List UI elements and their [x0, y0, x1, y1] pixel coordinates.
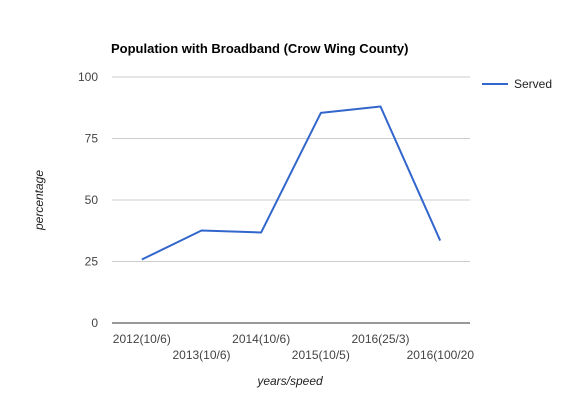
x-axis-label: years/speed — [256, 374, 323, 388]
data-point[interactable] — [139, 257, 144, 262]
y-tick-label: 100 — [78, 70, 98, 84]
y-tick-label: 75 — [85, 132, 99, 146]
data-point[interactable] — [438, 238, 443, 243]
y-tick-label: 50 — [85, 193, 99, 207]
series-line-served[interactable] — [141, 105, 442, 261]
legend-label: Served — [514, 77, 552, 91]
legend[interactable]: Served — [482, 77, 552, 91]
y-tick-label: 25 — [85, 255, 99, 269]
x-tick-labels: 2012(10/6)2013(10/6)2014(10/6)2015(10/5)… — [113, 332, 475, 362]
gridlines — [112, 76, 470, 324]
data-point[interactable] — [199, 228, 204, 233]
data-point[interactable] — [378, 104, 383, 109]
y-tick-label: 0 — [91, 316, 98, 330]
x-tick-label: 2014(10/6) — [232, 332, 290, 346]
chart-title: Population with Broadband (Crow Wing Cou… — [111, 41, 408, 56]
x-tick-label: 2016(100/20 — [407, 348, 475, 362]
x-tick-label: 2013(10/6) — [172, 348, 230, 362]
x-tick-label: 2015(10/5) — [292, 348, 350, 362]
legend-item[interactable]: Served — [482, 77, 552, 91]
data-point[interactable] — [259, 230, 264, 235]
x-tick-label: 2012(10/6) — [113, 332, 171, 346]
series-lines — [139, 104, 443, 262]
y-tick-labels: 0 25 50 75 100 — [78, 70, 98, 330]
x-tick-label: 2016(25/3) — [351, 332, 409, 346]
y-axis-label: percentage — [32, 170, 46, 231]
data-point[interactable] — [318, 110, 323, 115]
